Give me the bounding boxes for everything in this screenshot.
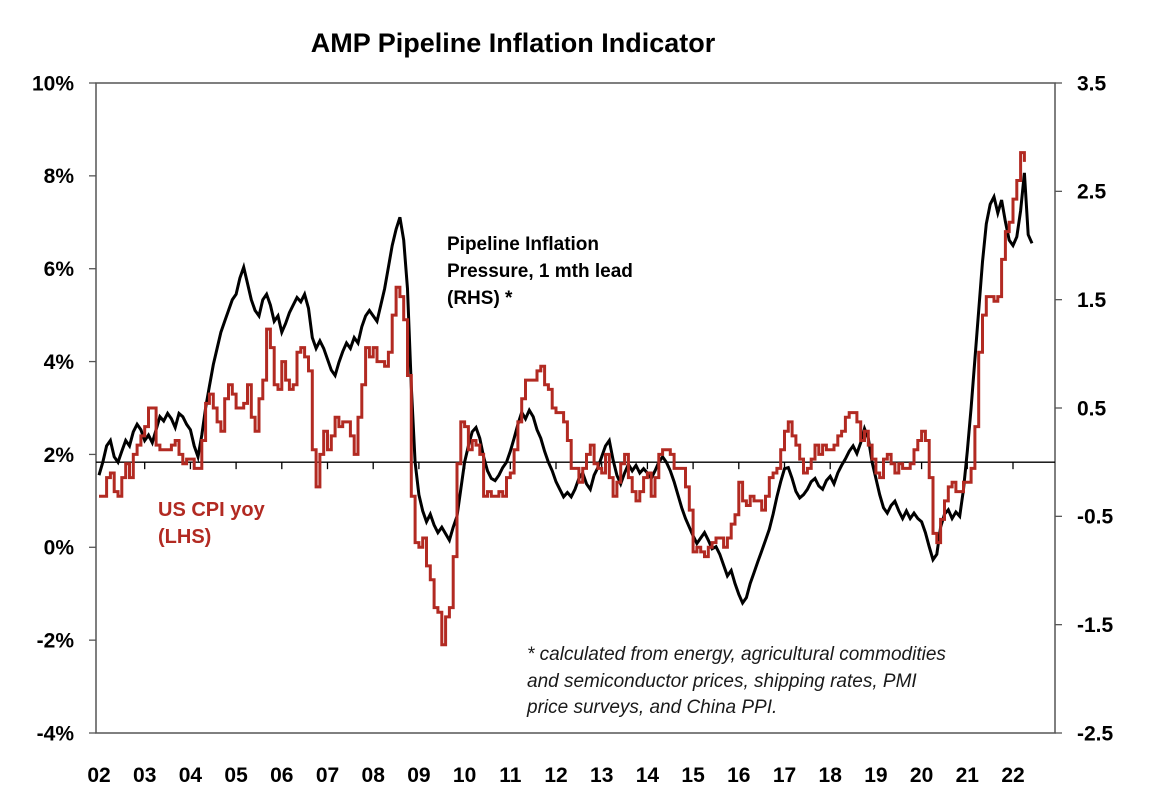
x-axis-tick-label: 19 <box>864 764 887 787</box>
pipeline-series-line <box>97 172 1034 607</box>
x-axis-tick-label: 06 <box>270 764 293 787</box>
left-axis-tick-label: 0% <box>44 537 75 560</box>
x-axis-tick-label: 11 <box>499 764 522 787</box>
pipeline-series-label: Pipeline Inflation Pressure, 1 mth lead … <box>447 234 633 309</box>
axes-layer: 10% 8% 6% 4% 2% 0% -2% -4% 3.5 2.5 1.5 0.5 -0.5 -1.5 -… <box>32 72 1114 787</box>
left-axis-tick-label: -2% <box>37 629 75 652</box>
right-axis-tick-label: -0.5 <box>1077 506 1114 529</box>
right-axis-tick-label: 0.5 <box>1077 397 1107 420</box>
chart-title: AMP Pipeline Inflation Indicator <box>311 28 716 58</box>
x-axis-tick-label: 21 <box>956 764 980 787</box>
left-axis-tick-label: 2% <box>44 444 75 467</box>
pipeline-series-label-line3: (RHS) * <box>447 288 513 309</box>
x-axis-tick-label: 22 <box>1001 764 1024 787</box>
series-layer <box>97 151 1034 647</box>
x-axis-tick-label: 17 <box>773 764 796 787</box>
chart-footnote: * calculated from energy, agricultural c… <box>526 644 946 718</box>
x-axis-tick-label: 20 <box>910 764 933 787</box>
x-axis-tick-label: 10 <box>453 764 476 787</box>
x-axis-tick-label: 12 <box>544 764 567 787</box>
x-axis-tick-label: 04 <box>179 764 203 787</box>
left-axis-tick-label: 10% <box>32 72 74 95</box>
right-axis-tick-label: 2.5 <box>1077 181 1107 204</box>
footnote-line2: and semiconductor prices, shipping rates… <box>527 671 917 692</box>
cpi-series-label: US CPI yoy (LHS) <box>158 499 266 548</box>
x-axis-tick-label: 05 <box>224 764 248 787</box>
cpi-series-line <box>99 151 1026 647</box>
cpi-series-label-line1: US CPI yoy <box>158 499 266 521</box>
x-axis-tick-label: 08 <box>362 764 386 787</box>
x-axis-tick-label: 14 <box>636 764 660 787</box>
x-axis-tick-label: 18 <box>819 764 843 787</box>
x-axis-tick-label: 07 <box>316 764 339 787</box>
left-axis-tick-label: 4% <box>44 351 75 374</box>
right-axis-tick-label: 3.5 <box>1077 72 1107 95</box>
pipeline-series-label-line1: Pipeline Inflation <box>447 234 599 255</box>
footnote-line1: * calculated from energy, agricultural c… <box>527 644 946 665</box>
x-axis-tick-label: 16 <box>727 764 750 787</box>
footnote-line3: price surveys, and China PPI. <box>526 697 777 718</box>
left-axis-tick-label: 8% <box>44 165 75 188</box>
right-axis-tick-label: -1.5 <box>1077 614 1114 637</box>
right-axis-tick-label: 1.5 <box>1077 289 1107 312</box>
x-axis-tick-label: 02 <box>87 764 110 787</box>
x-axis-tick-label: 03 <box>133 764 156 787</box>
right-axis-tick-label: -2.5 <box>1077 722 1114 745</box>
left-axis-tick-label: -4% <box>37 722 75 745</box>
x-axis-tick-label: 13 <box>590 764 613 787</box>
x-axis-tick-label: 09 <box>407 764 430 787</box>
pipeline-series-label-line2: Pressure, 1 mth lead <box>447 261 633 282</box>
x-axis-tick-label: 15 <box>681 764 705 787</box>
cpi-series-label-line2: (LHS) <box>158 526 211 548</box>
left-axis-tick-label: 6% <box>44 258 75 281</box>
